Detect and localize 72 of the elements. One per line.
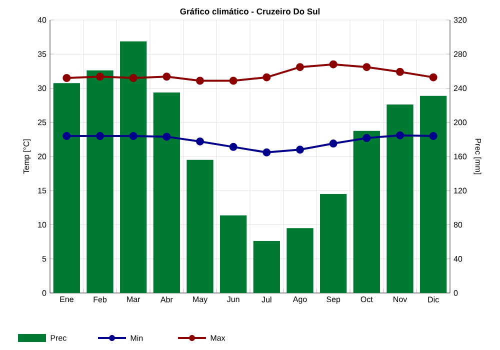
y-tick-label: 40: [38, 17, 46, 23]
y2-tick-label: 200: [454, 120, 467, 126]
x-tick-label: Jun: [227, 296, 240, 302]
y-tick-label: 15: [38, 188, 46, 194]
point: [96, 72, 104, 81]
point: [162, 132, 171, 141]
bar: [220, 215, 247, 293]
point: [296, 63, 304, 72]
y2-tick-label: 320: [454, 17, 467, 23]
point: [329, 60, 338, 68]
x-tick-label: Abr: [160, 296, 173, 302]
x-tick-label: Ago: [292, 296, 307, 304]
x-tick-label: Feb: [94, 296, 107, 302]
bar: [186, 160, 214, 293]
x-tick-label: May: [193, 296, 208, 304]
y-tick-label: 30: [38, 85, 46, 92]
bar: [386, 104, 414, 293]
point: [129, 132, 138, 140]
y2-tick-label: 40: [454, 256, 462, 262]
point: [262, 73, 271, 82]
y-tick-label: 0: [42, 290, 46, 296]
point: [196, 76, 204, 85]
bar: [320, 194, 347, 293]
bar: [153, 92, 180, 293]
y2-axis-title: Prec [mm]: [474, 138, 482, 174]
point: [296, 146, 304, 154]
y2-tick-label: 120: [454, 188, 467, 194]
y-tick-label: 25: [38, 120, 46, 126]
y2-tick-label: 280: [454, 51, 467, 57]
point: [429, 132, 438, 140]
point: [329, 140, 338, 148]
x-tick-label: Oct: [360, 296, 373, 302]
point: [62, 132, 71, 140]
y-tick-label: 20: [38, 154, 46, 160]
x-tick-label: Ene: [60, 296, 74, 302]
x-tick-label: Jul: [262, 296, 272, 302]
point: [129, 74, 138, 82]
point: [96, 132, 104, 140]
bar: [253, 240, 280, 293]
point: [362, 134, 371, 142]
bar: [53, 83, 80, 293]
point: [396, 131, 404, 140]
point: [362, 63, 371, 72]
y-tick-label: 35: [38, 51, 46, 57]
x-tick-label: Dic: [428, 296, 439, 302]
x-tick-label: Mar: [127, 296, 140, 302]
y-tick-label: 5: [42, 256, 46, 262]
y2-tick-label: 80: [454, 222, 462, 228]
bar: [120, 41, 147, 293]
y2-tick-label: 160: [454, 154, 467, 160]
y2-tick-label: 240: [454, 85, 467, 92]
bar: [420, 96, 447, 293]
point: [162, 72, 171, 81]
legend-label: Prec: [50, 335, 66, 341]
point: [429, 73, 438, 82]
bar: [86, 70, 114, 293]
chart-title: Gráfico climático - Cruzeiro Do Sul: [180, 8, 320, 14]
point: [196, 137, 204, 146]
point: [229, 76, 238, 85]
point: [396, 68, 404, 76]
y-tick-label: 10: [38, 222, 46, 228]
y2-tick-label: 0: [454, 290, 458, 296]
point: [229, 142, 238, 151]
x-tick-label: Nov: [394, 296, 408, 302]
y-axis-title: Temp [°C]: [23, 139, 31, 174]
bar: [353, 130, 380, 293]
point: [262, 148, 271, 156]
legend-label: Min: [130, 335, 143, 341]
bar: [286, 228, 314, 293]
x-tick-label: Sep: [326, 296, 340, 304]
legend-label: Max: [210, 335, 226, 341]
point: [62, 74, 71, 82]
